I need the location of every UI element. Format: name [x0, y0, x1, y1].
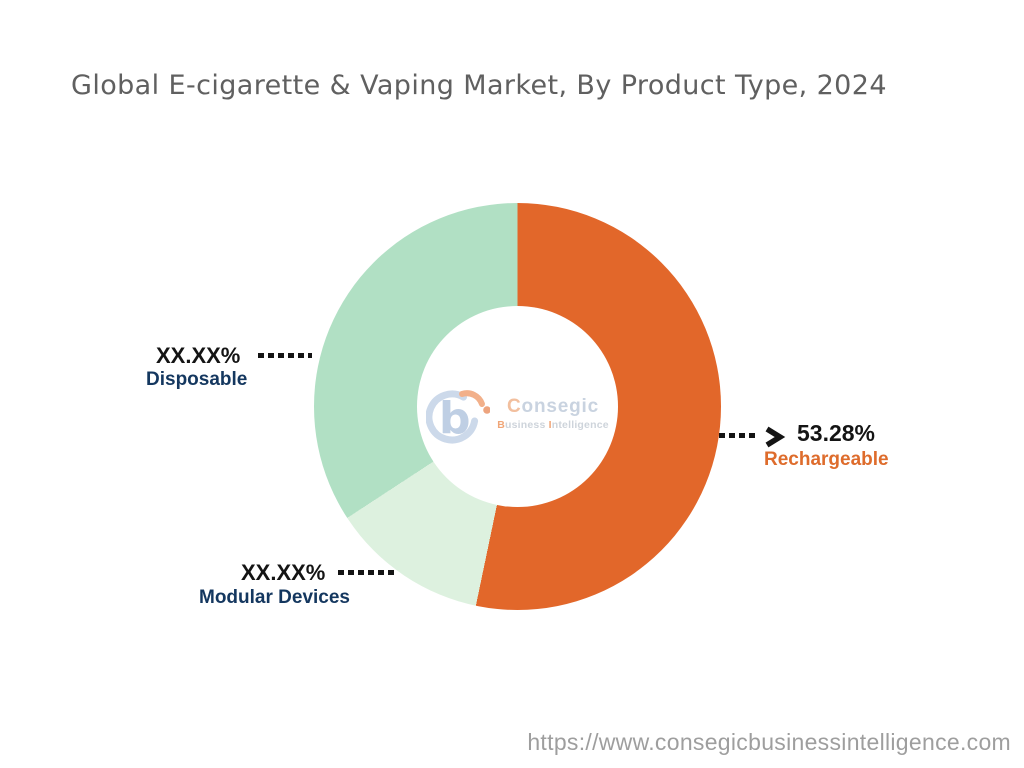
logo-tagline-i: I [548, 419, 552, 431]
logo-tagline-b: B [497, 419, 505, 431]
rechargeable-callout-dotted-line [719, 433, 759, 438]
consegic-logo-mark-icon: b [426, 389, 491, 444]
logo-tagline-usiness: usiness [504, 419, 549, 431]
page-title: Global E-cigarette & Vaping Market, By P… [71, 70, 887, 101]
donut-hole: b Consegic Business Intelligence [416, 305, 619, 508]
logo-letter-b: b [439, 393, 471, 444]
donut-chart: b Consegic Business Intelligence [314, 203, 721, 610]
consegic-logo-text: Consegic Business Intelligence [497, 396, 609, 431]
logo-name-rest: onsegic [521, 396, 599, 417]
logo-company-name: Consegic [507, 396, 599, 418]
rechargeable-label: Rechargeable [764, 449, 889, 470]
consegic-logo: b Consegic Business Intelligence [426, 383, 609, 445]
modular-devices-label: Modular Devices [199, 587, 350, 608]
arrow-right-icon [765, 426, 786, 448]
logo-dot [483, 405, 491, 414]
rechargeable-value: 53.28% [797, 420, 876, 446]
disposable-label: Disposable [146, 369, 248, 390]
logo-tagline-ntelligence: ntelligence [551, 419, 609, 431]
disposable-value: XX.XX% [156, 343, 241, 368]
source-url: https://www.consegicbusinessintelligence… [527, 729, 1011, 755]
disposable-callout-dotted-line [258, 353, 312, 358]
logo-tagline: Business Intelligence [497, 419, 609, 431]
modular-devices-value: XX.XX% [241, 560, 326, 585]
logo-name-initial: C [507, 396, 522, 417]
modular-devices-callout-dotted-line [338, 570, 394, 575]
